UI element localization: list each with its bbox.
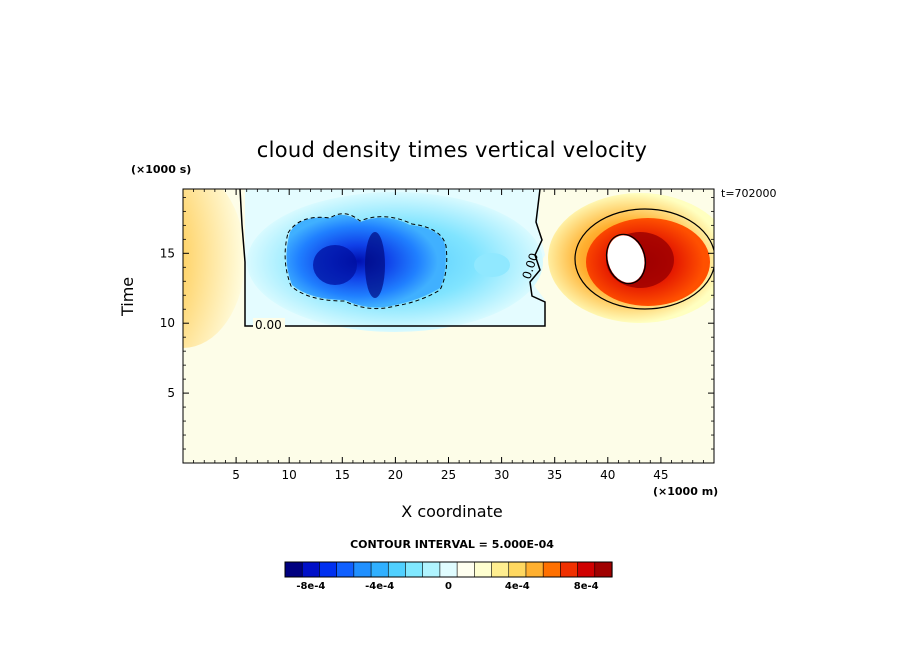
colorbar-box-13 — [508, 561, 527, 578]
x-tick-label-2: 15 — [335, 468, 350, 482]
x-tick-label-0: 5 — [232, 468, 240, 482]
colorbar-box-5 — [370, 561, 389, 578]
left-edge-warm-band — [183, 189, 245, 348]
time-annotation: t=702000 — [721, 187, 777, 200]
x-tick-label-7: 40 — [600, 468, 615, 482]
saturated-hole — [607, 235, 645, 283]
colorbar-frame — [284, 561, 613, 578]
colorbar-box-0 — [284, 561, 303, 578]
contour-label-bg — [253, 318, 285, 332]
plot-area: 0.00 0.00 — [182, 188, 715, 464]
colorbar-box-11 — [474, 561, 493, 578]
colorbar: -8e-4 -4e-4 0 4e-4 8e-4 — [284, 561, 613, 592]
zero-contour-negative — [239, 189, 546, 327]
colorbar-box-12 — [491, 561, 510, 578]
colorbar-box-4 — [353, 561, 372, 578]
contour-label-zero-left: 0.00 — [255, 318, 282, 332]
x-tick-label-6: 35 — [547, 468, 562, 482]
positive-contour-inner — [605, 233, 647, 285]
negative-minor-blob — [474, 253, 510, 277]
x-axis-label: X coordinate — [401, 502, 503, 521]
colorbar-box-2 — [319, 561, 338, 578]
negative-dashed-contour — [284, 213, 448, 310]
colorbar-box-9 — [439, 561, 458, 578]
x-tick-label-3: 20 — [388, 468, 403, 482]
x-tick-label-4: 25 — [441, 468, 456, 482]
colorbar-box-6 — [387, 561, 407, 578]
colorbar-tick-label-1: -4e-4 — [365, 581, 394, 592]
y-tick-label-1: 10 — [160, 316, 175, 330]
colorbar-box-15 — [542, 561, 561, 578]
x-axis-unit: (×1000 m) — [653, 485, 719, 498]
colorbar-tick-label-2: 0 — [445, 581, 452, 592]
y-axis-unit: (×1000 s) — [131, 163, 192, 176]
colorbar-box-3 — [336, 561, 355, 578]
axes: 5 10 15 20 25 30 35 40 45 5 10 15 — [160, 189, 714, 482]
x-tick-label-1: 10 — [282, 468, 297, 482]
y-tick-label-2: 15 — [160, 246, 175, 260]
colorbar-box-14 — [525, 561, 544, 578]
colorbar-tick-label-3: 4e-4 — [505, 581, 530, 592]
contour-interval-label: CONTOUR INTERVAL = 5.000E-04 — [350, 538, 554, 551]
y-tick-label-0: 5 — [167, 386, 175, 400]
colorbar-box-18 — [594, 561, 613, 578]
colorbar-box-17 — [577, 561, 596, 578]
colorbar-box-16 — [560, 561, 579, 578]
colorbar-box-8 — [422, 561, 441, 578]
x-tick-label-8: 45 — [653, 468, 668, 482]
colorbar-tick-label-4: 8e-4 — [574, 581, 599, 592]
positive-contour-outer — [574, 208, 714, 310]
colorbar-box-10 — [456, 561, 475, 578]
chart-title: cloud density times vertical velocity — [256, 138, 648, 162]
colorbar-tick-label-0: -8e-4 — [296, 581, 325, 592]
negative-core-streak — [365, 232, 385, 298]
x-tick-label-5: 30 — [494, 468, 509, 482]
colorbar-box-7 — [405, 561, 424, 578]
negative-core-darkest — [313, 245, 357, 285]
colorbar-box-1 — [301, 561, 321, 578]
